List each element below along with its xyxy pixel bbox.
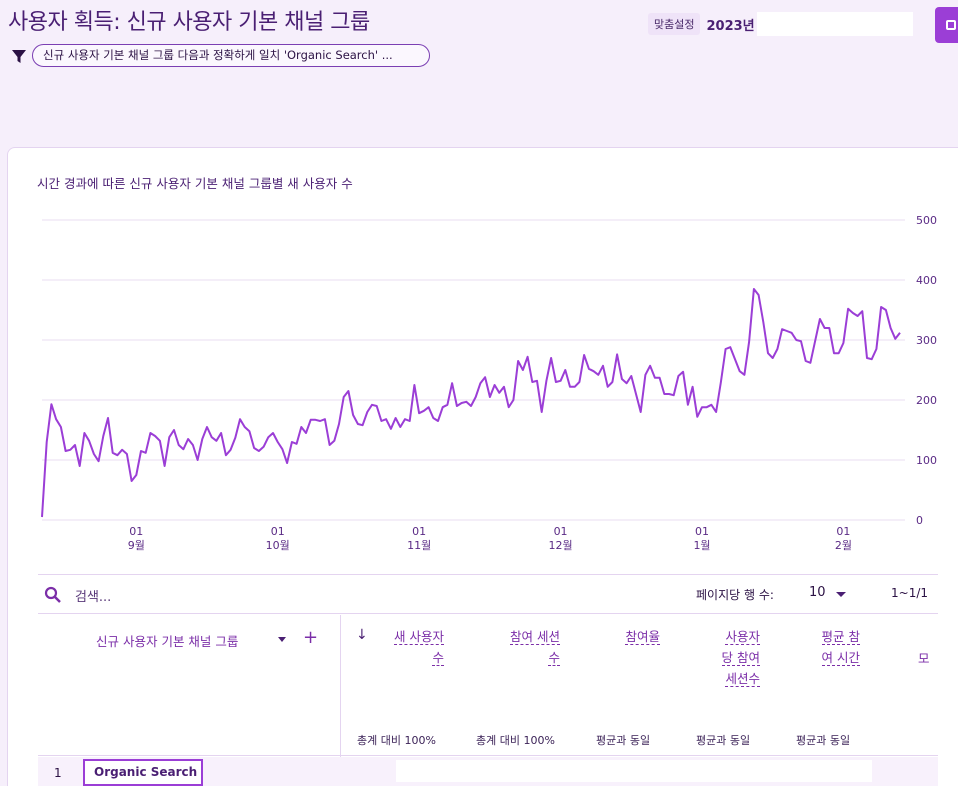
x-tick-label: 10월 [266,539,290,552]
filter-chip[interactable]: 신규 사용자 기본 채널 그룹 다음과 정확하게 일치 'Organic Sea… [32,44,430,67]
x-tick-label: 2월 [835,539,852,552]
x-tick-label: 1월 [693,539,710,552]
search-icon [44,586,61,603]
date-range-label: 맞춤설정 [648,13,701,35]
metric-header-line: 사용자 [725,629,760,645]
x-tick-label: 01 [129,525,143,538]
metric-header-line: 당 참여 [721,650,760,666]
metric-header-sessions-per-user[interactable]: 사용자 당 참여 세션수 [700,626,760,689]
x-tick-label: 01 [554,525,568,538]
sort-desc-icon[interactable]: ↓ [356,627,368,643]
chart-title: 시간 경과에 따른 신규 사용자 기본 채널 그룹별 새 사용자 수 [37,176,353,191]
y-tick-label: 300 [916,334,937,347]
metric-header-line: 참여 세션 [510,629,560,645]
date-range[interactable]: 맞춤설정 2023년 [648,12,913,36]
dimension-dropdown-icon[interactable] [278,637,286,642]
filter-icon [12,49,26,63]
metric-header-line: 수 [548,650,560,666]
date-range-value: 2023년 [706,18,755,34]
pagination-text: 1~1/1 [891,586,929,600]
metric-header-engagement-rate[interactable]: 참여율 [600,626,660,647]
metric-header-truncated[interactable]: 모 [918,651,930,666]
dimension-header[interactable]: 신규 사용자 기본 채널 그룹 [96,634,239,649]
metric-subtotal: 평균과 동일 [796,734,851,747]
share-button[interactable] [935,7,958,43]
y-tick-label: 200 [916,394,937,407]
y-tick-label: 0 [916,514,923,527]
metric-header-line: 수 [432,650,444,666]
search-input[interactable]: 검색... [75,590,112,605]
page-title: 사용자 획득: 신규 사용자 기본 채널 그룹 [8,10,370,35]
table-header [38,615,938,756]
date-range-hidden-text [756,12,913,36]
metric-header-line: 참여율 [625,629,660,645]
report-card [7,147,958,786]
x-tick-label: 01 [836,525,850,538]
row-channel-link[interactable]: Organic Search [83,759,203,786]
metric-header-new-users[interactable]: 새 사용자 수 [372,626,444,668]
y-tick-label: 400 [916,274,937,287]
row-hidden-values [396,760,872,782]
metric-subtotal: 총계 대비 100% [357,734,436,747]
y-tick-label: 500 [916,214,937,227]
add-dimension-button[interactable]: + [303,627,319,648]
row-number: 1 [54,766,62,780]
y-tick-label: 100 [916,454,937,467]
column-divider [340,615,341,786]
rows-per-page-label: 페이지당 행 수: [696,588,774,602]
metric-header-avg-engagement-time[interactable]: 평균 참 여 시간 [800,626,860,668]
rows-per-page-select[interactable]: 10 [809,585,826,600]
table-toolbar: 검색... 페이지당 행 수: 10 1~1/1 [38,574,938,614]
metric-header-engaged-sessions[interactable]: 참여 세션 수 [482,626,560,668]
series-line[interactable] [41,288,901,518]
metric-header-line: 여 시간 [821,650,860,666]
line-chart[interactable]: 5004003002001000019월0110월0111월0112월011월0… [0,200,958,560]
x-tick-label: 01 [412,525,426,538]
metric-subtotal: 평균과 동일 [596,734,651,747]
filter-row: 신규 사용자 기본 채널 그룹 다음과 정확하게 일치 'Organic Sea… [10,44,430,67]
x-tick-label: 01 [271,525,285,538]
metric-header-line: 새 사용자 [394,629,444,645]
metric-header-line: 세션수 [725,671,760,687]
x-tick-label: 12월 [549,539,573,552]
x-tick-label: 9월 [128,539,145,552]
chevron-down-icon[interactable] [836,592,846,597]
x-tick-label: 11월 [407,539,431,552]
metric-subtotal: 평균과 동일 [696,734,751,747]
share-icon [946,20,956,30]
x-tick-label: 01 [695,525,709,538]
metric-subtotal: 총계 대비 100% [476,734,555,747]
metric-header-line: 평균 참 [821,629,860,645]
